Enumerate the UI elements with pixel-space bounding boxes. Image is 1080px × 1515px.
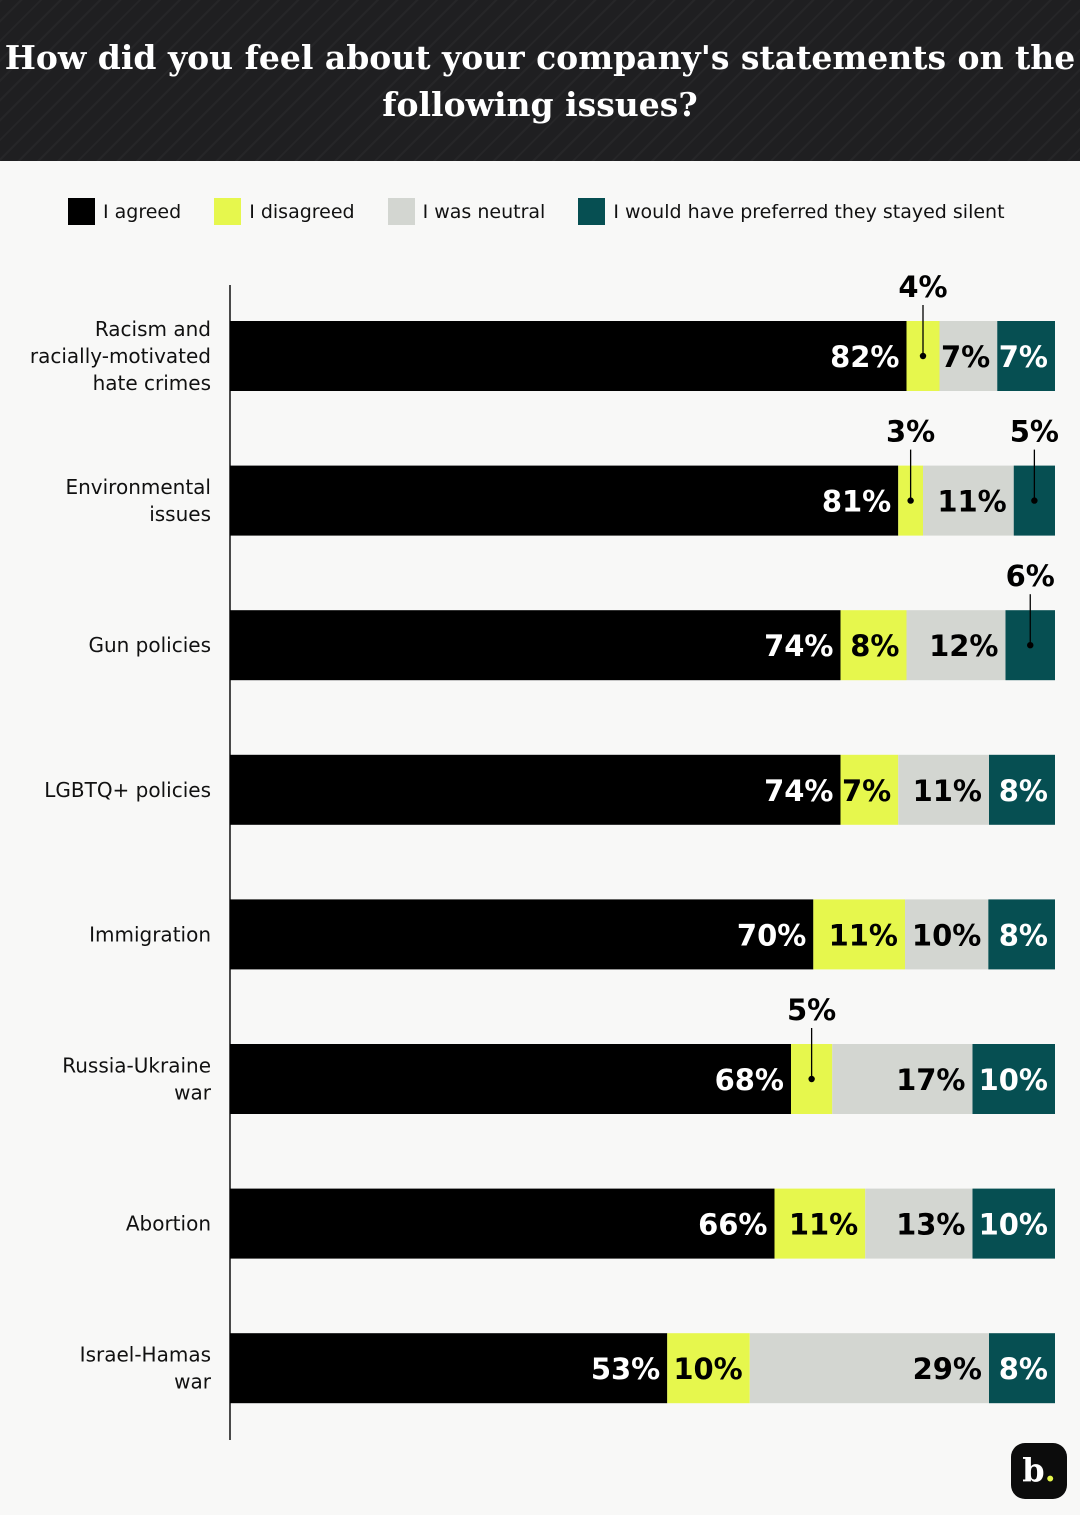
bar-segment-silent — [988, 899, 1055, 970]
bar-segment-neutral — [939, 321, 998, 391]
category-label: Racism and — [95, 317, 211, 341]
category-label: Russia-Ukraine — [62, 1054, 211, 1078]
legend-label: I disagreed — [249, 200, 355, 223]
data-label: 11% — [937, 485, 1006, 519]
callout-dot — [907, 497, 914, 504]
category-label: war — [174, 1370, 212, 1394]
data-label: 8% — [999, 918, 1048, 952]
data-label: 82% — [830, 340, 899, 374]
bar-segment-agreed — [230, 754, 841, 825]
bar-segment-agreed — [230, 1333, 668, 1404]
category-label: war — [174, 1081, 212, 1105]
bar-segment-neutral — [865, 1188, 973, 1259]
header-banner: How did you feel about your company's st… — [0, 0, 1080, 161]
data-label: 66% — [698, 1208, 767, 1242]
bar-segment-neutral — [832, 1044, 973, 1114]
bar-segment-silent — [972, 1044, 1055, 1114]
data-label: 70% — [737, 918, 806, 952]
data-label: 74% — [764, 774, 833, 808]
data-label: 12% — [929, 629, 998, 663]
data-label: 11% — [829, 918, 898, 952]
bar-segment-neutral — [923, 465, 1014, 536]
chart-title: How did you feel about your company's st… — [4, 38, 1076, 124]
category-label: Immigration — [89, 922, 211, 946]
data-label-callout: 5% — [1010, 415, 1059, 449]
data-label: 74% — [764, 629, 833, 663]
legend-swatch — [68, 198, 95, 225]
bar-segment-silent — [972, 1188, 1055, 1259]
legend-item-neutral: I was neutral — [387, 198, 546, 225]
data-label: 81% — [822, 485, 891, 519]
legend-label: I agreed — [103, 200, 182, 223]
bar-segment-agreed — [230, 321, 907, 391]
bar-segment-agreed — [230, 610, 841, 681]
data-label-callout: 6% — [1006, 559, 1055, 593]
data-label: 10% — [979, 1208, 1048, 1242]
bar-segment-neutral — [906, 610, 1006, 681]
bar-segment-disagreed — [840, 610, 907, 681]
data-label: 8% — [999, 774, 1048, 808]
data-label: 10% — [912, 918, 981, 952]
category-label: Israel-Hamas — [80, 1343, 211, 1367]
bar-segment-silent — [989, 1333, 1055, 1404]
category-label: LGBTQ+ policies — [44, 778, 211, 802]
bar-segment-neutral — [905, 899, 989, 970]
legend-label: I was neutral — [422, 200, 546, 223]
category-label: Environmental — [65, 475, 211, 499]
legend-item-silent: I would have preferred they stayed silen… — [578, 198, 1005, 225]
callout-dot — [808, 1075, 815, 1083]
category-label: racially-motivated — [30, 344, 211, 368]
data-label: 7% — [999, 340, 1048, 374]
category-label: Gun policies — [88, 633, 211, 657]
bar-segment-agreed — [230, 465, 899, 536]
legend-item-agreed: I agreed — [68, 198, 181, 225]
bar-segment-disagreed — [774, 1188, 866, 1259]
bar-segment-agreed — [230, 1044, 791, 1114]
bar-segment-disagreed — [840, 754, 899, 825]
data-label: 8% — [850, 629, 899, 663]
bar-segment-disagreed — [667, 1333, 750, 1404]
bar-segment-silent — [989, 754, 1055, 825]
data-label-callout: 3% — [886, 415, 935, 449]
data-label: 7% — [842, 774, 891, 808]
data-label: 8% — [999, 1352, 1048, 1386]
data-label: 10% — [979, 1063, 1048, 1097]
callout-dot — [1031, 497, 1038, 504]
bar-segment-agreed — [230, 1188, 775, 1259]
bar-segment-neutral — [749, 1333, 989, 1404]
data-label-callout: 4% — [898, 270, 947, 304]
callout-dot — [919, 352, 927, 360]
bar-segment-agreed — [230, 899, 814, 970]
data-label: 10% — [673, 1352, 742, 1386]
data-label: 17% — [896, 1063, 965, 1097]
legend: I agreed I disagreed I was neutral I wou… — [68, 198, 1038, 225]
data-label: 53% — [591, 1352, 660, 1386]
bar-segment-neutral — [898, 754, 989, 825]
legend-swatch — [578, 198, 606, 225]
brand-logo: b. — [1011, 1443, 1067, 1499]
legend-label: I would have preferred they stayed silen… — [613, 200, 1005, 223]
legend-swatch — [387, 198, 415, 225]
legend-swatch — [214, 198, 242, 225]
category-label: issues — [149, 502, 211, 526]
bar-segment-disagreed — [813, 899, 905, 970]
data-label: 7% — [941, 340, 990, 374]
callout-dot — [1027, 642, 1034, 649]
legend-item-disagreed: I disagreed — [214, 198, 355, 225]
data-label: 11% — [789, 1208, 858, 1242]
category-label: Abortion — [126, 1212, 211, 1236]
data-label: 68% — [715, 1063, 784, 1097]
data-label: 13% — [896, 1208, 965, 1242]
data-label: 11% — [913, 774, 982, 808]
bar-segment-silent — [997, 321, 1055, 391]
data-label: 29% — [913, 1352, 982, 1386]
category-label: hate crimes — [93, 371, 211, 395]
data-label-callout: 5% — [787, 993, 836, 1027]
